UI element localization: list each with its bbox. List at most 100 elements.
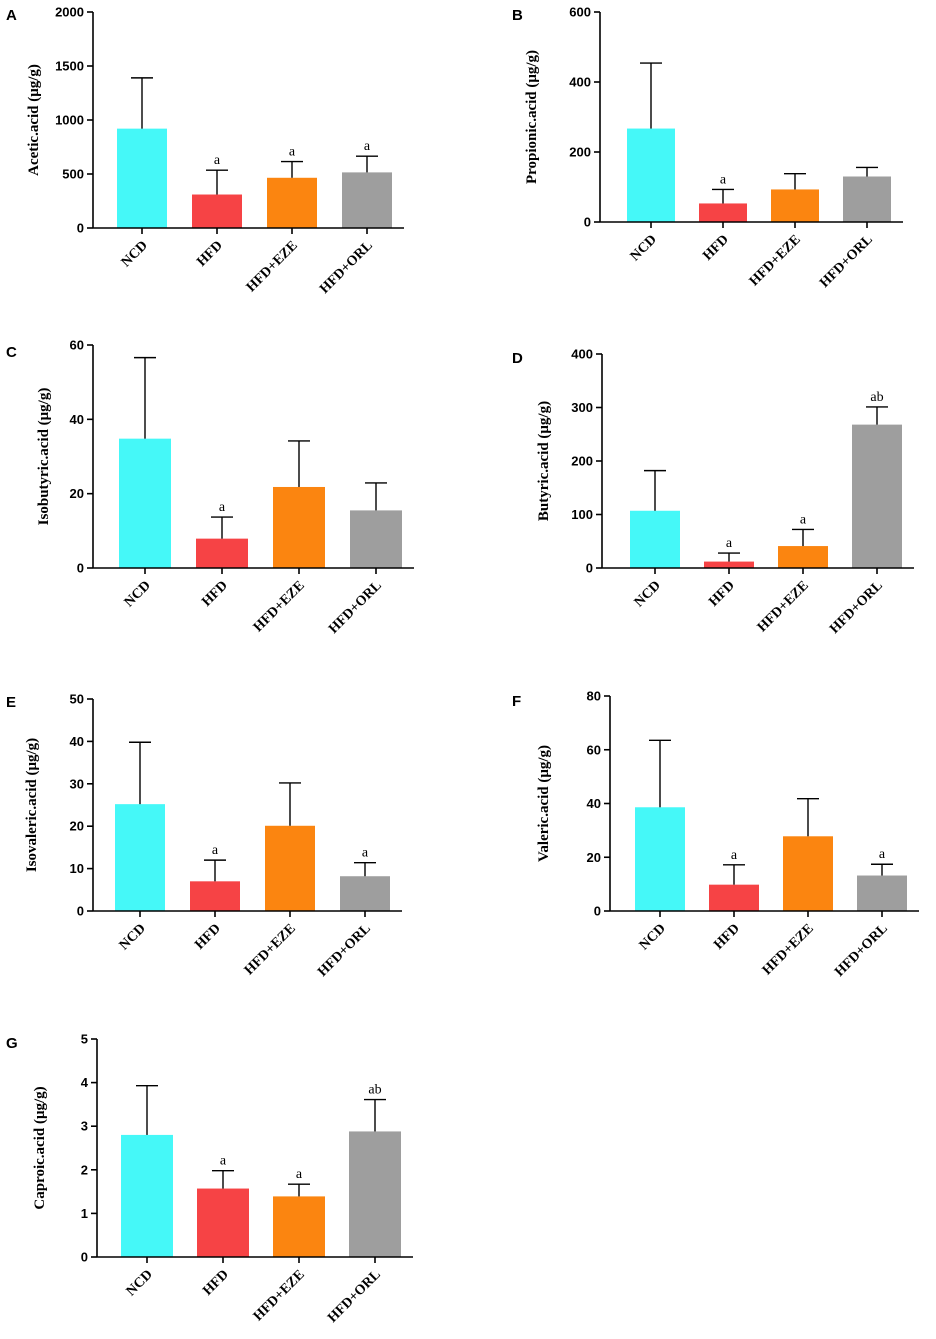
significance-label: a xyxy=(219,500,226,515)
y-tick-label: 20 xyxy=(70,819,84,834)
x-tick-label: HFD xyxy=(200,1267,232,1299)
bar-hfd-orl xyxy=(843,176,891,222)
bar-hfd xyxy=(197,1188,249,1257)
bar-ncd xyxy=(635,807,685,911)
y-tick-label: 60 xyxy=(587,742,601,757)
bar-hfd-orl xyxy=(340,876,390,911)
x-tick-label: NCD xyxy=(628,232,660,264)
y-tick-label: 1500 xyxy=(55,59,84,74)
y-axis-title: Acetic.acid (μg/g) xyxy=(26,64,42,176)
y-tick-label: 0 xyxy=(584,215,591,230)
y-tick-label: 5 xyxy=(81,1032,88,1047)
y-tick-label: 0 xyxy=(594,904,601,919)
bar-ncd xyxy=(630,510,680,568)
x-tick-label: NCD xyxy=(119,238,151,270)
x-tick-label: HFD+EZE xyxy=(244,238,301,295)
y-tick-label: 0 xyxy=(77,221,84,236)
x-tick-label: HFD xyxy=(711,921,743,953)
significance-label: a xyxy=(214,153,221,168)
significance-label: a xyxy=(726,536,733,551)
bar-ncd xyxy=(115,804,165,911)
y-tick-label: 80 xyxy=(587,689,601,704)
panel-B: B NCD a HFD HFD+EZE HFD+ORL 0 200 400 600 Propioni… xyxy=(512,5,903,291)
panel-letter: C xyxy=(6,344,17,361)
x-tick-label: HFD xyxy=(706,578,738,610)
bar-hfd-eze xyxy=(783,836,833,911)
bar-ncd xyxy=(117,128,167,228)
significance-label: a xyxy=(800,512,807,527)
bar-hfd xyxy=(190,881,240,911)
bar-hfd-orl xyxy=(342,172,392,228)
panel-letter: F xyxy=(512,693,521,710)
panel-letter: A xyxy=(6,7,17,24)
x-tick-label: HFD xyxy=(199,578,231,610)
bar-ncd xyxy=(119,438,171,568)
x-tick-label: HFD+ORL xyxy=(315,921,374,980)
y-tick-label: 1 xyxy=(81,1206,88,1221)
bar-hfd-orl xyxy=(857,875,907,911)
significance-label: a xyxy=(362,846,369,861)
x-tick-label: HFD+EZE xyxy=(760,921,817,978)
significance-label: a xyxy=(879,847,886,862)
panel-C: C NCD a HFD HFD+EZE HFD+ORL 0 20 40 60 Isobutyric.… xyxy=(6,338,414,637)
bar-hfd xyxy=(192,194,242,228)
significance-label: ab xyxy=(870,390,883,405)
y-tick-label: 10 xyxy=(70,861,84,876)
bar-hfd xyxy=(704,561,754,568)
panel-A: A NCD a HFD a HFD+EZE a HFD+ORL 0 500 1000 1500 2000… xyxy=(6,5,404,297)
significance-label: ab xyxy=(368,1083,381,1098)
panel-E: E NCD a HFD HFD+EZE a HFD+ORL 0 10 20 30 40 50 Isoval… xyxy=(6,692,402,980)
bar-hfd-eze xyxy=(771,189,819,222)
bar-hfd xyxy=(196,538,248,568)
y-tick-label: 40 xyxy=(70,734,84,749)
y-tick-label: 20 xyxy=(587,850,601,865)
bar-hfd-eze xyxy=(778,546,828,568)
x-tick-label: HFD xyxy=(700,232,732,264)
x-tick-label: NCD xyxy=(122,578,154,610)
y-tick-label: 40 xyxy=(70,412,84,427)
bar-hfd-eze xyxy=(273,1196,325,1257)
x-tick-label: NCD xyxy=(637,921,669,953)
x-tick-label: HFD xyxy=(194,238,226,270)
y-tick-label: 300 xyxy=(571,400,593,415)
x-tick-label: HFD+EZE xyxy=(755,578,812,635)
y-tick-label: 2000 xyxy=(55,5,84,20)
y-tick-label: 0 xyxy=(586,561,593,576)
y-axis-title: Butyric.acid (μg/g) xyxy=(536,401,552,521)
x-tick-label: HFD+EZE xyxy=(251,1267,308,1324)
significance-label: a xyxy=(731,848,738,863)
significance-label: a xyxy=(220,1154,227,1169)
x-tick-label: NCD xyxy=(117,921,149,953)
y-tick-label: 200 xyxy=(569,145,591,160)
bar-ncd xyxy=(121,1134,173,1257)
y-tick-label: 40 xyxy=(587,796,601,811)
bar-hfd-orl xyxy=(349,1131,401,1257)
y-tick-label: 20 xyxy=(70,486,84,501)
y-tick-label: 0 xyxy=(77,561,84,576)
panel-D: D NCD a HFD a HFD+EZE ab HFD+ORL 0 100 200 300 400 Bu… xyxy=(512,347,914,637)
panel-F: F NCD a HFD HFD+EZE a HFD+ORL 0 20 40 60 80 Valeric.… xyxy=(512,689,919,980)
x-tick-label: NCD xyxy=(632,578,664,610)
y-tick-label: 2 xyxy=(81,1162,88,1177)
y-axis-title: Propionic.acid (μg/g) xyxy=(524,50,540,184)
bar-hfd-eze xyxy=(273,486,325,568)
y-tick-label: 0 xyxy=(77,904,84,919)
y-axis-title: Isobutyric.acid (μg/g) xyxy=(36,388,52,526)
y-tick-label: 0 xyxy=(81,1250,88,1265)
y-tick-label: 60 xyxy=(70,338,84,353)
y-tick-label: 30 xyxy=(70,776,84,791)
bar-ncd xyxy=(627,128,675,222)
bar-hfd-orl xyxy=(852,424,902,568)
x-tick-label: HFD+ORL xyxy=(326,578,385,637)
y-tick-label: 50 xyxy=(70,692,84,707)
y-tick-label: 600 xyxy=(569,5,591,20)
bar-hfd-eze xyxy=(267,177,317,228)
y-tick-label: 3 xyxy=(81,1119,88,1134)
panel-letter: E xyxy=(6,694,16,711)
y-tick-label: 4 xyxy=(81,1075,89,1090)
x-tick-label: HFD xyxy=(192,921,224,953)
panel-letter: G xyxy=(6,1035,18,1052)
x-tick-label: HFD+ORL xyxy=(325,1267,384,1326)
x-tick-label: HFD+EZE xyxy=(747,232,804,289)
x-tick-label: HFD+ORL xyxy=(827,578,886,637)
